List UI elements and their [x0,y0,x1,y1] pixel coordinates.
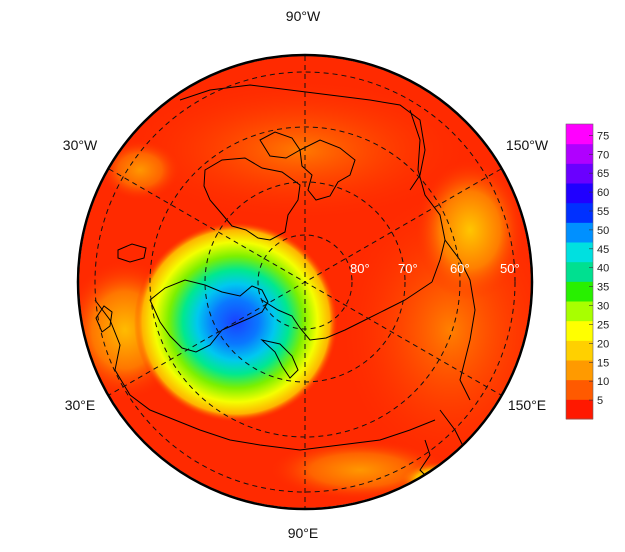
colorbar-frame [565,123,594,420]
lat-circle-50 [94,71,516,493]
colorbar-tick-label: 50 [597,225,609,237]
colorbar-tick-label: 30 [597,301,609,313]
colorbar-bands [566,124,593,420]
lat-label-50: 50° [500,261,520,276]
lon-label-upper-right: 150°W [506,137,549,153]
meridian-150w-30e [108,168,502,396]
colorbar-band [566,360,593,381]
colorbar-band [566,399,593,420]
colorbar-band [566,261,593,282]
field-warm-patch-nw [100,140,180,200]
coast-canadian-archipelago [299,139,356,201]
graticule [94,56,516,508]
lon-label-bottom: 90°E [288,525,319,541]
lon-label-lower-left: 30°E [65,397,96,413]
field-warm-patch-ne [415,160,525,300]
colorbar-tick-label: 55 [597,206,609,218]
coast-north-america [179,84,426,191]
longitude-labels: 90°W 30°W 150°W 30°E 150°E 90°E [63,8,549,541]
colorbar-tick-label: 70 [597,149,609,161]
colorbar-band [566,281,593,302]
coast-novaya-zemlya [260,339,299,379]
colorbar-band [566,163,593,184]
field-green-rim-se [400,462,480,498]
colorbar-band [566,340,593,361]
coast-uk [95,305,113,333]
lon-label-top: 90°W [286,8,321,24]
colorbar-tick-label: 40 [597,263,609,275]
colorbar-tick-label: 25 [597,319,609,331]
coast-baffin [259,131,301,159]
lon-label-upper-left: 30°W [63,137,98,153]
lat-label-70: 70° [398,261,418,276]
lat-label-60: 60° [450,261,470,276]
coast-alaska [409,109,446,241]
colorbar-band [566,183,593,204]
colorbar-band [566,242,593,263]
coast-iceland [117,243,147,263]
colorbar-tick-label: 35 [597,282,609,294]
coast-greenland [203,157,301,241]
latitude-labels: 80° 70° 60° 50° [350,261,520,276]
colorbar-tick-label: 65 [597,168,609,180]
colorbar-band [566,222,593,243]
colorbar-band [566,124,593,145]
colorbar-tick-label: 45 [597,244,609,256]
coast-europe [94,299,436,451]
colorbar-band [566,202,593,223]
colorbar-ticks: 5 10 15 20 25 30 35 40 45 50 55 60 65 70 75 [589,130,609,407]
colorbar-band [566,143,593,164]
colorbar-band [566,301,593,322]
map-boundary [76,53,534,511]
colorbar-tick-label: 75 [597,130,609,142]
colorbar-tick-label: 15 [597,357,609,369]
lat-label-80: 80° [350,261,370,276]
colorbar-band [566,320,593,341]
data-field [79,56,531,508]
lon-label-lower-right: 150°E [508,397,546,413]
colorbar-tick-label: 20 [597,338,609,350]
colorbar-band [566,379,593,400]
coast-russia-north [261,281,433,341]
colorbar-tick-label: 60 [597,187,609,199]
colorbar: 5 10 15 20 25 30 35 40 45 50 55 60 65 70 75 [565,123,609,420]
coast-siberia [431,238,476,401]
coastlines [94,84,476,481]
field-hotspot-scandinavia [134,222,338,422]
colorbar-tick-label: 10 [597,376,609,388]
colorbar-tick-label: 5 [597,395,603,407]
